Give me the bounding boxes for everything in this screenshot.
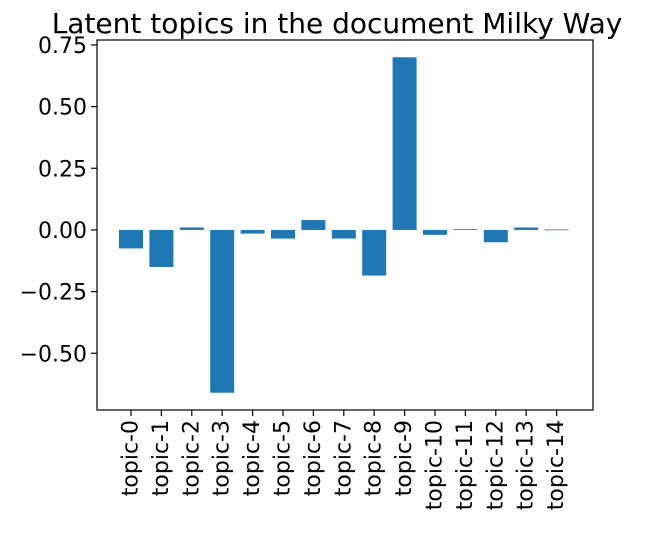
y-tick-label: 0.25 bbox=[38, 157, 87, 182]
bar-topic-2 bbox=[179, 227, 204, 230]
x-tick-label: topic-12 bbox=[483, 420, 508, 510]
bar-topic-11 bbox=[453, 229, 478, 230]
y-axis: −0.50 −0.25 0.00 0.25 0.50 0.75 bbox=[20, 34, 97, 367]
bar-topic-13 bbox=[514, 227, 539, 230]
x-tick-label: topic-2 bbox=[179, 420, 204, 496]
x-tick-label: topic-9 bbox=[392, 420, 417, 496]
x-tick-label: topic-3 bbox=[210, 420, 235, 496]
x-tick-label: topic-14 bbox=[544, 420, 569, 510]
x-axis: topic-0 topic-1 topic-2 topic-3 topic-4 topic… bbox=[119, 410, 569, 510]
x-tick-label: topic-0 bbox=[119, 420, 144, 496]
x-tick-label: topic-6 bbox=[301, 420, 326, 496]
bar-topic-14 bbox=[544, 229, 569, 231]
bar-topic-8 bbox=[362, 229, 387, 276]
y-tick-label: 0.50 bbox=[38, 96, 87, 121]
x-tick-label: topic-7 bbox=[331, 420, 356, 496]
bar-topic-5 bbox=[271, 229, 295, 239]
bar-topic-10 bbox=[423, 229, 447, 235]
bar-topic-12 bbox=[483, 229, 508, 243]
chart-title: Latent topics in the document Milky Way bbox=[52, 7, 623, 40]
x-tick-label: topic-4 bbox=[240, 420, 265, 496]
plot-frame bbox=[96, 39, 594, 411]
x-tick-label: topic-10 bbox=[423, 420, 448, 510]
x-tick-label: topic-5 bbox=[271, 420, 296, 496]
x-tick-label: topic-8 bbox=[362, 420, 387, 496]
bar-topic-4 bbox=[240, 229, 265, 234]
x-tick-label: topic-11 bbox=[453, 420, 478, 510]
y-tick-label: −0.25 bbox=[20, 281, 87, 306]
bar-topic-9 bbox=[392, 57, 417, 230]
bar-topic-6 bbox=[301, 220, 326, 230]
x-tick-label: topic-1 bbox=[149, 420, 174, 496]
bar-topic-7 bbox=[331, 229, 356, 239]
y-tick-label: −0.50 bbox=[20, 342, 87, 367]
x-tick-label: topic-13 bbox=[514, 420, 539, 510]
bar-topic-1 bbox=[149, 229, 174, 267]
y-tick-label: 0.75 bbox=[38, 34, 87, 59]
y-tick-label: 0.00 bbox=[38, 219, 87, 244]
bars bbox=[119, 57, 569, 393]
bar-topic-3 bbox=[210, 229, 235, 393]
bar-topic-0 bbox=[119, 229, 143, 249]
